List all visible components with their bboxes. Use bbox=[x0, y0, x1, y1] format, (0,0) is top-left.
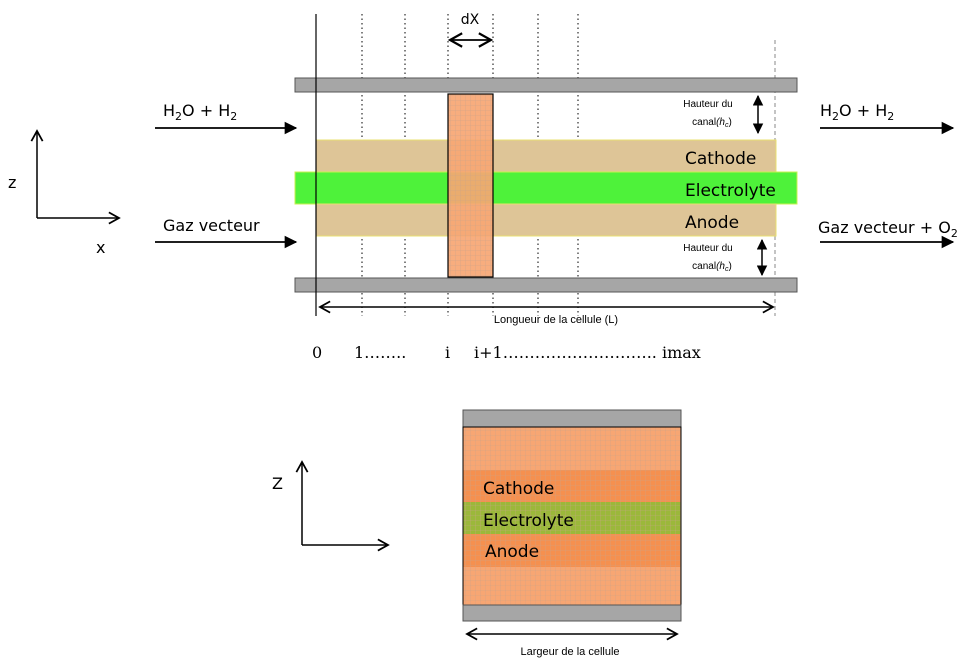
width-label: Largeur de la cellule bbox=[520, 646, 619, 658]
x-axis-label: x bbox=[96, 238, 105, 257]
electrolyte-layer bbox=[294, 171, 798, 205]
anode-layer bbox=[315, 203, 777, 237]
cathode-inlet-label: H2O + H2 bbox=[163, 101, 237, 123]
channel-height-top-line1: Hauteur du bbox=[683, 99, 732, 110]
section-grid bbox=[462, 426, 682, 606]
channel-height-top-line2: canal(hc) bbox=[692, 117, 732, 129]
section-bottom-plate bbox=[462, 604, 682, 622]
top-plate bbox=[294, 77, 798, 93]
section-z-axis-label: Z bbox=[272, 474, 283, 493]
z-axis-label: z bbox=[8, 173, 16, 192]
index-label-0: 0 bbox=[312, 343, 322, 362]
index-label-i1-imax: i+1……………………….. imax bbox=[474, 343, 701, 362]
bottom-plate bbox=[294, 277, 798, 293]
dx-label: dX bbox=[461, 12, 480, 28]
section-cathode-label: Cathode bbox=[483, 479, 554, 499]
channel-height-bottom-line1: Hauteur du bbox=[683, 243, 732, 254]
channel-height-bottom-line2: canal(hc) bbox=[692, 261, 732, 273]
index-label-i: i bbox=[445, 343, 450, 362]
cross-section-view: Cathode Electrolyte Anode Largeur de la … bbox=[272, 409, 682, 658]
top-view: dX Cathode Electrolyte Anode H2O + H2 Ga… bbox=[8, 12, 958, 362]
control-volume-grid bbox=[447, 93, 494, 278]
anode-label: Anode bbox=[685, 213, 739, 233]
index-label-1: 1…….. bbox=[354, 343, 406, 362]
anode-inlet-label: Gaz vecteur bbox=[163, 216, 260, 235]
cross-section-axes: Z bbox=[272, 460, 390, 552]
cathode-outlet-label: H2O + H2 bbox=[820, 101, 894, 123]
anode-outlet-label: Gaz vecteur + O2 bbox=[818, 218, 958, 240]
cathode-label: Cathode bbox=[685, 149, 756, 169]
section-electrolyte-label: Electrolyte bbox=[483, 511, 574, 531]
top-view-axes: z x bbox=[8, 129, 121, 257]
section-top-plate bbox=[462, 409, 682, 428]
length-label: Longueur de la cellule (L) bbox=[494, 314, 618, 326]
section-anode-label: Anode bbox=[485, 542, 539, 562]
electrolyte-label: Electrolyte bbox=[685, 181, 776, 201]
